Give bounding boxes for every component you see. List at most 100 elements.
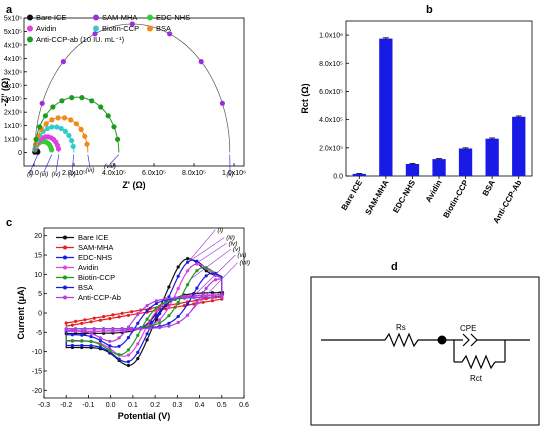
cv-point — [154, 306, 158, 310]
cv-point — [164, 303, 168, 307]
curve-label-arrow — [87, 154, 91, 169]
cv-plot: -0.3 -0.2 -0.1 0.0 0.1 0.2 0.3 0.4 0.5 0.6 -20 -15 -… — [16, 227, 250, 421]
y-tick-label: 5x10⁵ — [4, 29, 22, 36]
nyquist-point — [33, 136, 39, 142]
x-tick-label: 0.5 — [217, 402, 227, 409]
cv-point — [108, 348, 112, 353]
cv-point — [158, 318, 162, 322]
cv-point — [154, 299, 158, 303]
curve-label: (ii) — [226, 171, 233, 178]
nyquist-point — [49, 124, 55, 130]
cv-point — [70, 339, 74, 343]
x-tick-label: 0.1 — [128, 402, 138, 409]
cv-point — [136, 333, 140, 337]
legend-label: Bare ICE — [78, 233, 108, 242]
cv-point — [158, 326, 162, 330]
legend-label: SAM-MHA — [102, 13, 137, 22]
curve-label: (iii) — [40, 171, 49, 178]
curve-label-arrow — [190, 262, 238, 312]
x-axis-title: Z' (Ω) — [122, 180, 145, 190]
cpe-label: CPE — [460, 324, 476, 333]
y-tick-label: 8.0x10⁵ — [319, 61, 343, 68]
cv-point — [136, 321, 140, 325]
cv-point — [192, 302, 196, 306]
y-tick-label: 1x10⁵ — [4, 137, 22, 144]
cv-point — [120, 327, 124, 331]
nyquist-point — [198, 59, 204, 65]
cv-point — [64, 321, 68, 325]
cv-point — [126, 360, 130, 364]
cv-point — [167, 305, 171, 309]
cv-point — [210, 295, 214, 299]
cv-point — [70, 323, 74, 327]
nyquist-point — [68, 117, 74, 123]
cv-point — [186, 257, 190, 261]
curve-label: (iv) — [228, 240, 237, 247]
nyquist-point — [79, 95, 85, 101]
cv-point — [176, 286, 180, 291]
curve-label-arrow — [43, 154, 53, 173]
cv-point — [80, 321, 84, 325]
legend-label: Anti-CCP-Ab — [78, 293, 121, 302]
category-label: Biotin-CCP — [441, 178, 470, 220]
cv-point — [80, 339, 84, 343]
cv-point — [214, 272, 218, 276]
legend-label: Anti-CCP-ab (10 IU. mL⁻¹) — [36, 35, 125, 44]
nyquist-point — [43, 121, 49, 127]
cv-point — [70, 333, 74, 337]
legend-label: EDC-NHS — [156, 13, 190, 22]
y-tick-label: 0.0 — [333, 174, 343, 181]
bar — [458, 148, 473, 176]
cv-point — [182, 304, 186, 308]
nyquist-point — [70, 143, 76, 149]
nyquist-point — [167, 31, 173, 37]
cv-point — [204, 297, 208, 301]
cv-point — [176, 320, 180, 325]
nyquist-curve — [34, 117, 89, 153]
y-tick-label: 0 — [18, 150, 22, 157]
nyquist-point — [69, 138, 75, 144]
y-axis-title: Current (μA) — [16, 286, 26, 339]
cv-point — [214, 278, 218, 282]
cv-point — [102, 315, 106, 319]
cv-point — [89, 320, 93, 324]
nyquist-point — [61, 115, 68, 121]
cv-point — [145, 332, 149, 336]
cv-point — [70, 328, 74, 333]
nyquist-point — [84, 141, 90, 147]
legend-marker — [147, 14, 153, 21]
x-axis-title: Potential (V) — [118, 411, 171, 421]
cv-point — [83, 318, 87, 322]
category-label: Avidin — [424, 178, 444, 204]
curve-label-arrow — [109, 154, 120, 165]
cv-point — [154, 314, 158, 318]
cv-point — [136, 350, 140, 354]
cv-point — [130, 310, 134, 314]
y-tick-label: 0 — [38, 311, 42, 318]
cv-point — [108, 317, 112, 321]
cv-point — [126, 325, 130, 329]
cv-point — [176, 265, 180, 269]
x-tick-label: -0.2 — [60, 402, 72, 409]
bar — [485, 138, 499, 176]
curve-label: (iv) — [51, 171, 60, 178]
cv-point — [98, 336, 102, 340]
cv-point — [186, 269, 190, 273]
nyquist-point — [69, 95, 75, 101]
cv-point — [98, 339, 102, 343]
x-tick-label: 0.3 — [172, 402, 182, 409]
cv-point — [164, 307, 168, 311]
cv-point — [154, 301, 158, 306]
cv-point — [195, 259, 199, 263]
cv-point — [126, 336, 130, 340]
cv-point — [80, 333, 84, 337]
curve-label: (viii) — [104, 163, 116, 170]
cv-point — [89, 335, 93, 339]
nyquist-point — [82, 133, 88, 139]
y-tick-label: 2x10⁵ — [4, 96, 22, 103]
nyquist-point — [219, 100, 225, 106]
category-label: SAM-MHA — [363, 178, 390, 216]
cv-point — [83, 331, 87, 335]
cv-point — [108, 339, 112, 343]
